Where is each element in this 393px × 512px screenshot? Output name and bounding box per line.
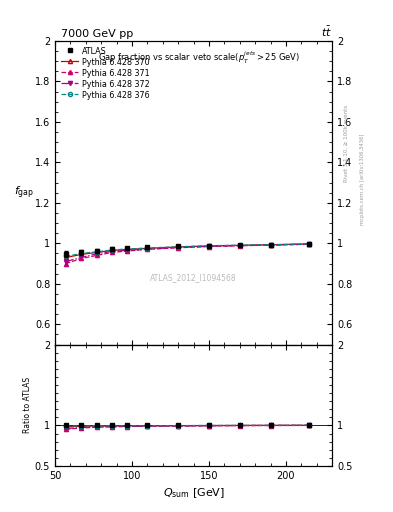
Text: Rivet 3.1.10, ≥ 100k events: Rivet 3.1.10, ≥ 100k events (344, 105, 349, 182)
Text: Gap fraction vs scalar veto scale($p_T^{jets}>$25 GeV): Gap fraction vs scalar veto scale($p_T^{… (98, 50, 300, 67)
Text: $t\bar{t}$: $t\bar{t}$ (321, 25, 332, 39)
Y-axis label: $f_{\rm gap}$: $f_{\rm gap}$ (14, 184, 34, 201)
Text: ATLAS_2012_I1094568: ATLAS_2012_I1094568 (150, 273, 237, 282)
Text: 7000 GeV pp: 7000 GeV pp (61, 29, 133, 39)
X-axis label: $Q_{\rm sum}$ [GeV]: $Q_{\rm sum}$ [GeV] (163, 486, 224, 500)
Y-axis label: Ratio to ATLAS: Ratio to ATLAS (23, 377, 32, 433)
Text: mcplots.cern.ch [arXiv:1306.3436]: mcplots.cern.ch [arXiv:1306.3436] (360, 134, 365, 225)
Legend: ATLAS, Pythia 6.428 370, Pythia 6.428 371, Pythia 6.428 372, Pythia 6.428 376: ATLAS, Pythia 6.428 370, Pythia 6.428 37… (59, 45, 151, 101)
